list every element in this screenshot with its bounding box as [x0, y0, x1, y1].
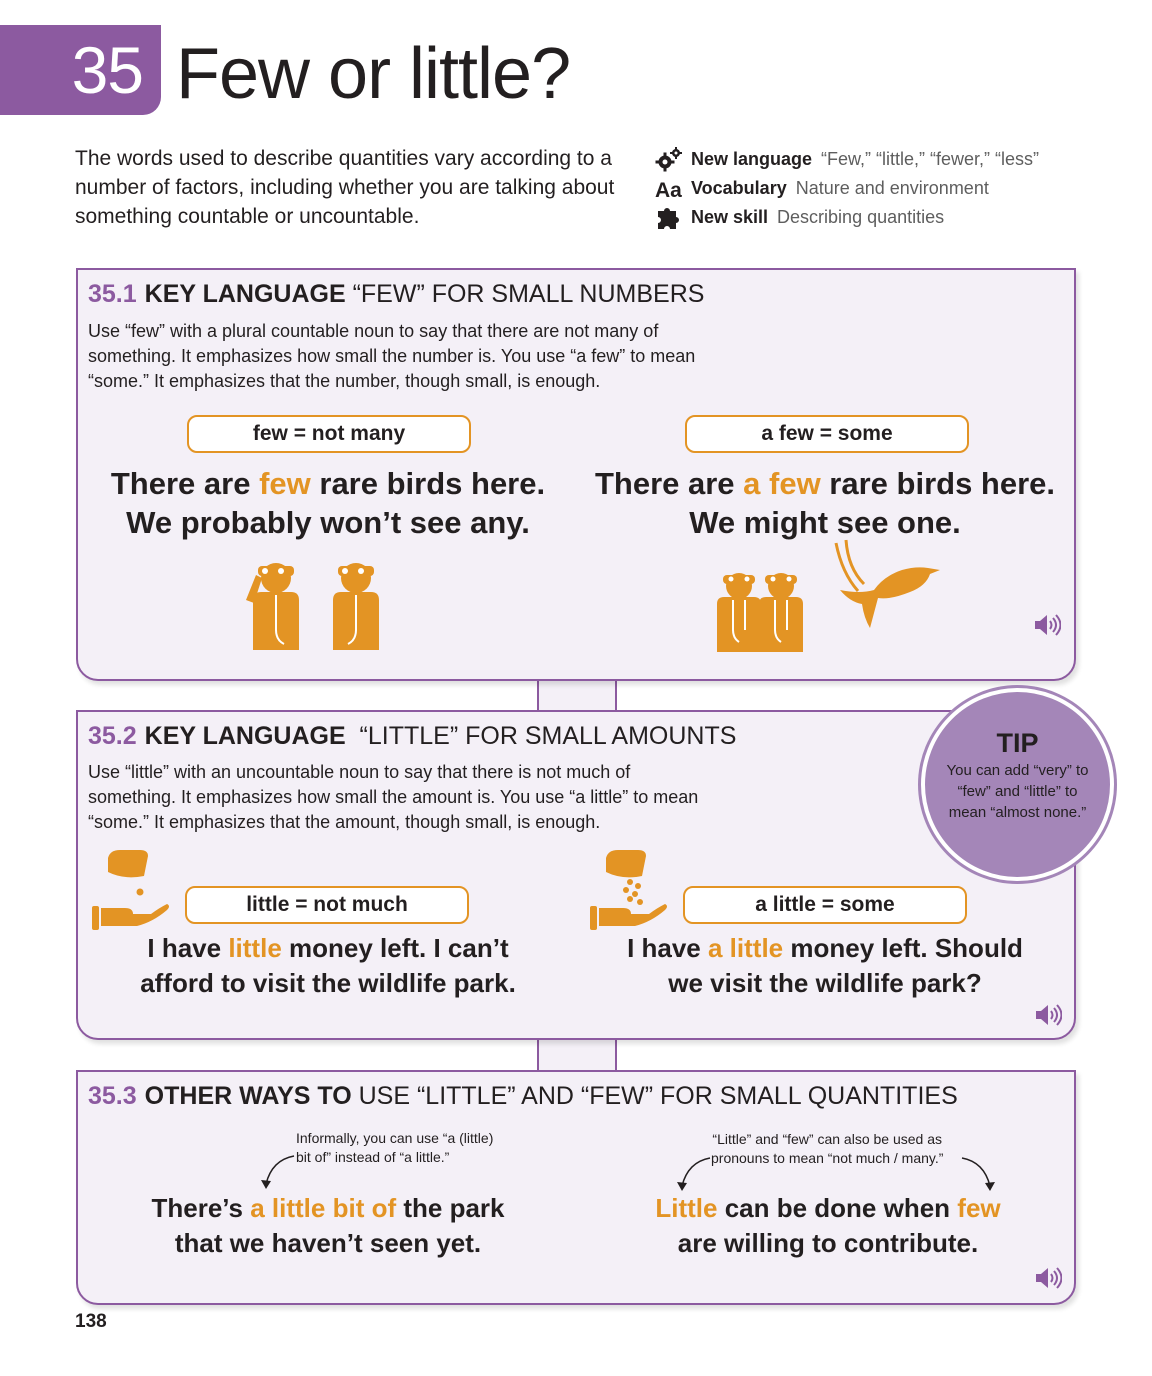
section-number: 35.1: [88, 280, 137, 308]
unit-number-tab: 35: [0, 25, 161, 115]
section-key-text: KEY LANGUAGE: [144, 722, 346, 750]
arrow-icon: [961, 1157, 995, 1191]
meta-new-language: New language “Few,” “little,” “fewer,” “…: [655, 145, 1135, 174]
panel-connector: [537, 1037, 617, 1073]
example-text: We might see one.: [689, 505, 961, 540]
hand-receiving-pour-icon: [590, 850, 667, 930]
gears-icon: [655, 146, 691, 173]
note-line: pronouns to mean “not much / many.”: [711, 1150, 944, 1166]
example-text: that we haven’t seen yet.: [174, 1228, 482, 1258]
section-heading: 35.1 KEY LANGUAGE “FEW” FOR SMALL NUMBERS: [88, 278, 704, 310]
intro-text: The words used to describe quantities va…: [75, 147, 615, 228]
label-little-not-much: little = not much: [185, 886, 469, 924]
example-pronouns: Little can be done when few are willing …: [578, 1191, 1078, 1261]
section-description: Use “few” with a plural countable noun t…: [88, 321, 696, 391]
highlighted-word: little: [228, 933, 282, 963]
note-line: bit of” instead of “a little.”: [296, 1149, 450, 1165]
puzzle-piece-icon: [655, 205, 691, 231]
audio-speaker-icon[interactable]: [1034, 1003, 1062, 1027]
example-text: There are: [110, 466, 260, 501]
example-text: the park: [396, 1193, 505, 1223]
unit-meta: New language “Few,” “little,” “fewer,” “…: [655, 145, 1135, 232]
meta-new-skill: New skill Describing quantities: [655, 203, 1135, 232]
tip-title: TIP: [996, 728, 1039, 758]
example-few: There are few rare birds here. We probab…: [78, 464, 578, 542]
example-a-few: There are a few rare birds here. We migh…: [575, 464, 1075, 542]
annotation-note: “Little” and “few” can also be used as p…: [711, 1130, 943, 1168]
section-key-text: OTHER WAYS TO: [144, 1082, 352, 1110]
example-text: There’s: [151, 1193, 251, 1223]
unit-number: 35: [71, 33, 144, 107]
example-text: rare birds here.: [820, 466, 1056, 501]
section-title-text: “FEW” FOR SMALL NUMBERS: [352, 280, 705, 308]
example-text: can be done when: [717, 1193, 958, 1223]
section-heading: 35.3 OTHER WAYS TO USE “LITTLE” AND “FEW”…: [88, 1080, 958, 1112]
tip-circle: TIP You can add “very” to “few” and “lit…: [921, 688, 1114, 881]
label-a-little-some: a little = some: [683, 886, 967, 924]
meta-value: Nature and environment: [795, 178, 989, 198]
example-text: I have: [147, 933, 229, 963]
label-a-few-some: a few = some: [685, 415, 969, 453]
meta-key: Vocabulary: [691, 178, 787, 198]
example-text: afford to visit the wildlife park.: [140, 968, 516, 998]
people-with-binoculars-icon: [717, 573, 803, 652]
highlighted-word: a little bit of: [250, 1193, 397, 1223]
highlighted-word: few: [259, 466, 311, 501]
section-35-2: 35.2 KEY LANGUAGE “LITTLE” FOR SMALL AMOU…: [76, 710, 1076, 1040]
example-text: we visit the wildlife park?: [668, 968, 982, 998]
tip-text: You can add “very” to “few” and “little”…: [946, 762, 1089, 821]
example-text: rare birds here.: [310, 466, 546, 501]
arrow-icon: [261, 1155, 295, 1189]
example-text: money left. Should: [783, 933, 1023, 963]
section-title-text: USE “LITTLE” AND “FEW” FOR SMALL QUANTIT…: [358, 1082, 958, 1110]
section-35-3: 35.3 OTHER WAYS TO USE “LITTLE” AND “FEW”…: [76, 1070, 1076, 1305]
people-with-binoculars-icon: [246, 563, 379, 650]
highlighted-word: Little: [655, 1193, 718, 1223]
example-text: I have: [627, 933, 708, 963]
svg-text:Aa: Aa: [655, 179, 682, 200]
section-number: 35.3: [88, 1082, 137, 1110]
audio-speaker-icon[interactable]: [1033, 613, 1061, 637]
example-little: I have little money left. I can’t afford…: [78, 931, 578, 1001]
highlighted-word: few: [957, 1193, 1001, 1223]
meta-key: New language: [691, 149, 813, 169]
example-text: money left. I can’t: [281, 933, 509, 963]
highlighted-word: a little: [708, 933, 784, 963]
note-line: “Little” and “few” can also be used as: [712, 1131, 942, 1147]
label-few-not-many: few = not many: [187, 415, 471, 453]
meta-value: Describing quantities: [777, 207, 945, 227]
annotation-note: Informally, you can use “a (little) bit …: [296, 1129, 493, 1167]
bird-icon: [834, 539, 940, 628]
example-text: There are: [594, 466, 744, 501]
arrow-icon: [677, 1157, 711, 1191]
meta-vocabulary: Aa Vocabulary Nature and environment: [655, 174, 1135, 203]
panel-connector: [537, 678, 617, 713]
section-title-text: “LITTLE” FOR SMALL AMOUNTS: [359, 722, 737, 750]
example-a-little-bit-of: There’s a little bit of the park that we…: [78, 1191, 578, 1261]
note-line: Informally, you can use “a (little): [296, 1130, 494, 1146]
section-key-text: KEY LANGUAGE: [144, 280, 346, 308]
example-text: We probably won’t see any.: [126, 505, 530, 540]
meta-value: “Few,” “little,” “fewer,” “less”: [821, 149, 1040, 169]
section-35-1: 35.1 KEY LANGUAGE “FEW” FOR SMALL NUMBERS…: [76, 268, 1076, 681]
section-description: Use “little” with an uncountable noun to…: [88, 762, 699, 832]
page-title: Few or little?: [176, 34, 571, 114]
hand-receiving-pour-icon: [92, 850, 169, 930]
section-number: 35.2: [88, 722, 137, 750]
audio-speaker-icon[interactable]: [1034, 1266, 1062, 1290]
highlighted-word: a few: [743, 466, 821, 501]
example-text: are willing to contribute.: [677, 1228, 979, 1258]
example-a-little: I have a little money left. Should we vi…: [575, 931, 1075, 1001]
section-heading: 35.2 KEY LANGUAGE “LITTLE” FOR SMALL AMOU…: [88, 720, 736, 752]
aa-vocabulary-icon: Aa: [655, 176, 691, 202]
meta-key: New skill: [691, 207, 769, 227]
page-number: 138: [75, 1311, 107, 1332]
